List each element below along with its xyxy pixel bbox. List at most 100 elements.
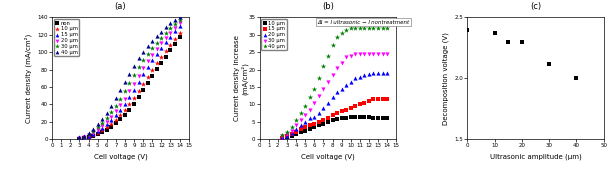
- 10 μm: [147, 69, 157, 71]
- 40 μm: [278, 134, 287, 136]
- 15 μm: [175, 24, 185, 27]
- 20 μm: [93, 128, 102, 131]
- 10 μm: [355, 116, 365, 119]
- X-axis label: Cell voltage (V): Cell voltage (V): [94, 154, 147, 160]
- 30 μm: [97, 122, 107, 125]
- 30 μm: [83, 133, 93, 136]
- non: [115, 118, 125, 121]
- 10 μm: [323, 120, 333, 123]
- 10 μm: [97, 129, 107, 132]
- 20 μm: [287, 132, 297, 134]
- 20 μm: [102, 120, 112, 123]
- 20 μm: [383, 72, 392, 74]
- 40 μm: [129, 64, 139, 67]
- 40 μm: [120, 81, 130, 84]
- 20 μm: [175, 22, 185, 25]
- 40 μm: [107, 104, 116, 107]
- 15 μm: [79, 136, 89, 139]
- 40 μm: [97, 117, 107, 120]
- 15 μm: [88, 132, 98, 135]
- 15 μm: [161, 41, 171, 44]
- 40 μm: [327, 44, 337, 47]
- 15 μm: [359, 101, 369, 104]
- 40 μm: [102, 111, 112, 114]
- 20 μm: [134, 74, 143, 77]
- 15 μm: [310, 122, 319, 125]
- 20 μm: [129, 82, 139, 85]
- 20 μm: [124, 90, 134, 93]
- 10 μm: [373, 116, 383, 119]
- 10 μm: [305, 127, 314, 130]
- 40 μm: [332, 35, 342, 38]
- 30 μm: [147, 47, 157, 50]
- 30 μm: [93, 126, 102, 129]
- 10 μm: [351, 116, 360, 119]
- 10 μm: [75, 137, 85, 140]
- 10 μm: [152, 62, 162, 65]
- 10 μm: [120, 109, 130, 111]
- 40 μm: [359, 26, 369, 29]
- 30 μm: [134, 66, 143, 68]
- 40 μm: [134, 57, 143, 60]
- 30 μm: [115, 97, 125, 100]
- non: [75, 137, 85, 140]
- non: [152, 67, 162, 70]
- 15 μm: [152, 53, 162, 55]
- 30 μm: [88, 130, 98, 133]
- 20 μm: [305, 117, 314, 120]
- Title: (b): (b): [322, 2, 334, 11]
- 40 μm: [364, 26, 374, 29]
- Y-axis label: Current density increase
(mA/cm²): Current density increase (mA/cm²): [234, 35, 248, 121]
- 40 μm: [341, 28, 351, 31]
- X-axis label: Cell voltage (V): Cell voltage (V): [301, 154, 355, 160]
- non: [175, 36, 185, 39]
- 20 μm: [156, 42, 166, 44]
- non: [170, 43, 180, 46]
- 15 μm: [166, 35, 175, 38]
- 20 μm: [368, 72, 378, 74]
- 40 μm: [282, 131, 292, 134]
- 40 μm: [373, 26, 383, 29]
- 15 μm: [368, 98, 378, 101]
- 20 μm: [88, 131, 98, 134]
- 15 μm: [291, 130, 301, 133]
- 30 μm: [107, 111, 116, 114]
- Legend: non, 10 μm, 15 μm, 20 μm, 30 μm, 40 μm: non, 10 μm, 15 μm, 20 μm, 30 μm, 40 μm: [54, 19, 79, 56]
- 40 μm: [368, 26, 378, 29]
- non: [97, 131, 107, 134]
- 30 μm: [282, 133, 292, 135]
- 30 μm: [166, 27, 175, 30]
- 20 μm: [147, 53, 157, 56]
- 20 μm: [332, 91, 342, 94]
- 10 μm: [332, 118, 342, 120]
- 40 μm: [287, 126, 297, 128]
- 10 μm: [295, 131, 305, 134]
- 40 μm: [143, 45, 153, 48]
- 40 μm: [161, 26, 171, 29]
- 20 μm: [79, 136, 89, 139]
- 30 μm: [337, 61, 346, 64]
- 40 μm: [75, 136, 85, 139]
- 10 μm: [368, 116, 378, 119]
- non: [143, 81, 153, 84]
- 20 μm: [373, 72, 383, 74]
- 30 μm: [139, 59, 148, 61]
- X-axis label: Ultrasonic amplitude (μm): Ultrasonic amplitude (μm): [490, 154, 581, 160]
- 20 μm: [327, 96, 337, 99]
- non: [83, 136, 93, 139]
- 30 μm: [314, 94, 324, 97]
- 40 μm: [124, 73, 134, 75]
- 40 μm: [355, 26, 365, 29]
- 20 μm: [314, 112, 324, 114]
- 15 μm: [373, 98, 383, 101]
- 15 μm: [314, 120, 324, 123]
- 30 μm: [111, 104, 121, 107]
- 40 μm: [88, 127, 98, 130]
- 30 μm: [332, 66, 342, 69]
- 20 μm: [161, 37, 171, 39]
- 30 μm: [327, 73, 337, 76]
- 10 μm: [287, 134, 297, 137]
- 30 μm: [170, 23, 180, 25]
- 10 μm: [300, 129, 310, 132]
- 30 μm: [300, 113, 310, 116]
